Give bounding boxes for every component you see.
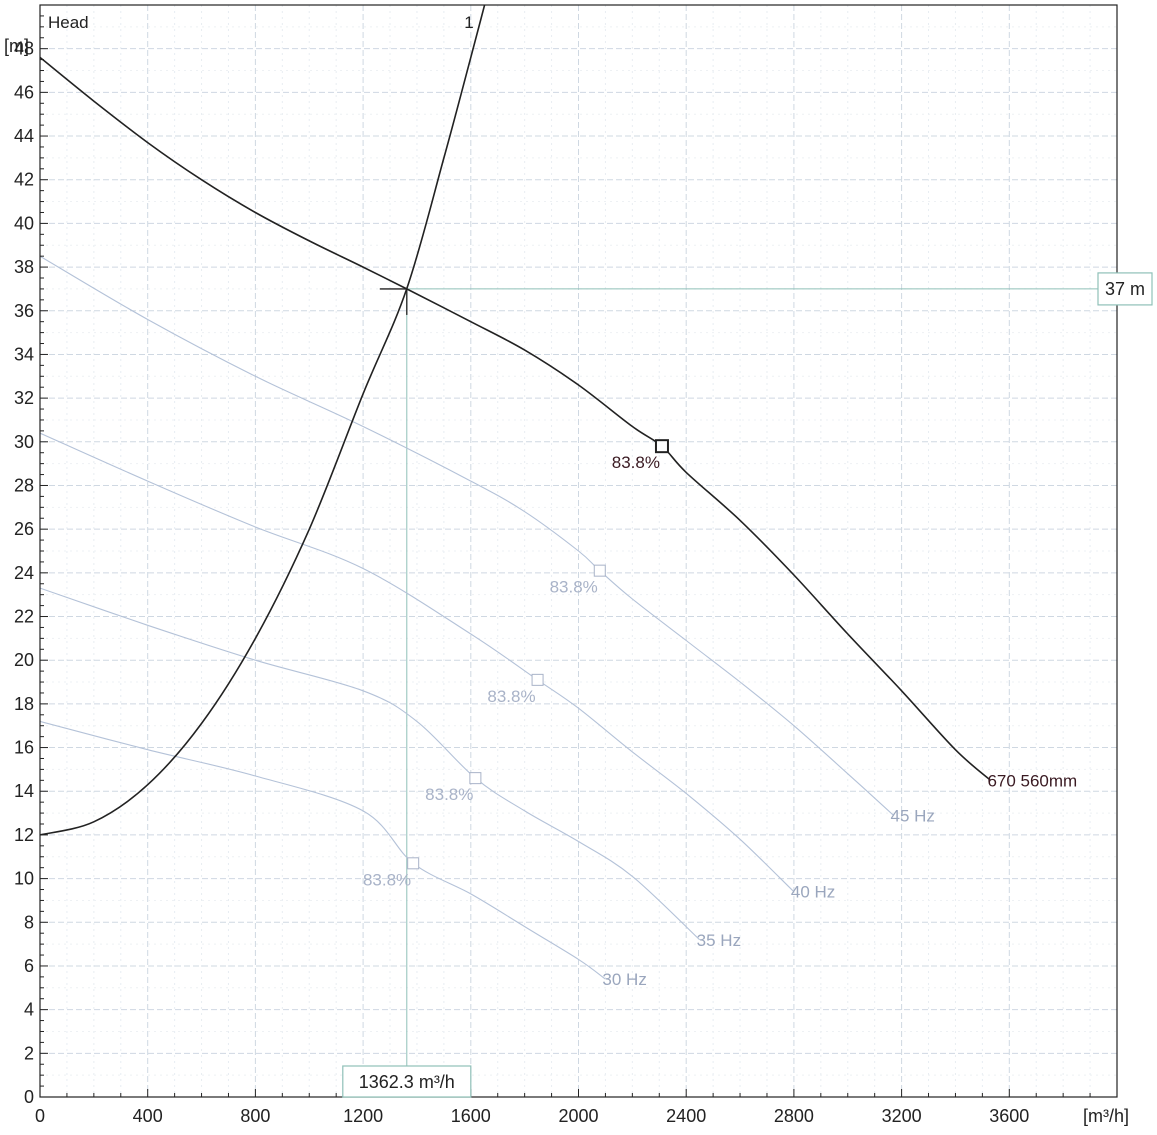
x-tick-label: 800 xyxy=(240,1106,270,1126)
speed-curve-30hz xyxy=(40,720,606,980)
y-tick-label: 18 xyxy=(14,694,34,714)
efficiency-label: 83.8% xyxy=(487,687,535,706)
efficiency-marker xyxy=(407,857,420,870)
x-tick-label: 1200 xyxy=(343,1106,383,1126)
efficiency-marker xyxy=(593,564,606,577)
efficiency-label: 83.8% xyxy=(550,578,598,597)
pump-curve-670-560mm xyxy=(40,56,992,781)
y-unit-label: [m] xyxy=(4,36,29,56)
x-tick-label: 1600 xyxy=(451,1106,491,1126)
pump-curve-label: 670 560mm xyxy=(987,771,1077,790)
y-tick-label: 30 xyxy=(14,432,34,452)
operating-point-flow-box xyxy=(342,1065,472,1098)
label-layer: 670 560mm 45 Hz 40 Hz 35 Hz 30 Hz 83.8% 83.8% 8… xyxy=(48,13,1153,1098)
x-unit-label: [m³/h] xyxy=(1083,1106,1129,1126)
y-tick-label: 16 xyxy=(14,738,34,758)
operating-point-head-label: 37 m xyxy=(1105,279,1145,299)
x-tick-label: 2000 xyxy=(558,1106,598,1126)
y-tick-label: 48 xyxy=(14,39,34,59)
curve-layer xyxy=(40,5,1117,1097)
efficiency-marker xyxy=(531,673,544,686)
speed-curve-label: 45 Hz xyxy=(891,806,935,825)
y-tick-label: 34 xyxy=(14,344,34,364)
y-tick-label: 42 xyxy=(14,170,34,190)
operating-point-head-box xyxy=(1097,272,1153,306)
speed-curve-label: 40 Hz xyxy=(791,883,835,902)
operating-point-flow-label: 1362.3 m³/h xyxy=(359,1072,455,1092)
y-tick-label: 2 xyxy=(24,1043,34,1063)
y-tick-label: 6 xyxy=(24,956,34,976)
y-tick-label: 38 xyxy=(14,257,34,277)
y-tick-label: 46 xyxy=(14,82,34,102)
speed-curve-label: 30 Hz xyxy=(602,970,646,989)
y-tick-label: 44 xyxy=(14,126,34,146)
y-tick-label: 10 xyxy=(14,869,34,889)
y-tick-label: 22 xyxy=(14,607,34,627)
x-tick-label: 400 xyxy=(133,1106,163,1126)
efficiency-marker xyxy=(469,772,482,785)
speed-curve-40hz xyxy=(40,432,795,893)
y-tick-label: 12 xyxy=(14,825,34,845)
x-tick-label: 0 xyxy=(35,1106,45,1126)
x-tick-label: 3200 xyxy=(882,1106,922,1126)
y-tick-label: 40 xyxy=(14,213,34,233)
efficiency-label: 83.8% xyxy=(363,870,411,889)
y-tick-label: 28 xyxy=(14,475,34,495)
y-tick-label: 36 xyxy=(14,301,34,321)
axis-layer: 0 400 800 1200 1600 2000 2400 2800 3200 360002468… xyxy=(4,4,1129,1126)
y-tick-label: 14 xyxy=(14,781,34,801)
y-tick-label: 0 xyxy=(24,1087,34,1107)
y-tick-label: 26 xyxy=(14,519,34,539)
system-curve xyxy=(40,5,486,836)
speed-curve-35hz xyxy=(40,587,701,941)
x-tick-label: 2800 xyxy=(774,1106,814,1126)
y-tick-label: 4 xyxy=(24,1000,34,1020)
speed-curve-label: 35 Hz xyxy=(697,931,741,950)
x-tick-label: 2400 xyxy=(666,1106,706,1126)
y-tick-label: 24 xyxy=(14,563,34,583)
efficiency-label: 83.8% xyxy=(425,785,473,804)
y-tick-label: 20 xyxy=(14,650,34,670)
grid-layer xyxy=(40,5,1117,1097)
efficiency-marker xyxy=(654,439,669,454)
chart-title: Head xyxy=(48,13,89,32)
y-tick-label: 8 xyxy=(24,912,34,932)
y-tick-label: 32 xyxy=(14,388,34,408)
system-curve-number-label: 1 xyxy=(464,13,473,32)
speed-curve-45hz xyxy=(40,255,894,816)
efficiency-label: 83.8% xyxy=(612,453,660,472)
x-tick-label: 3600 xyxy=(989,1106,1029,1126)
